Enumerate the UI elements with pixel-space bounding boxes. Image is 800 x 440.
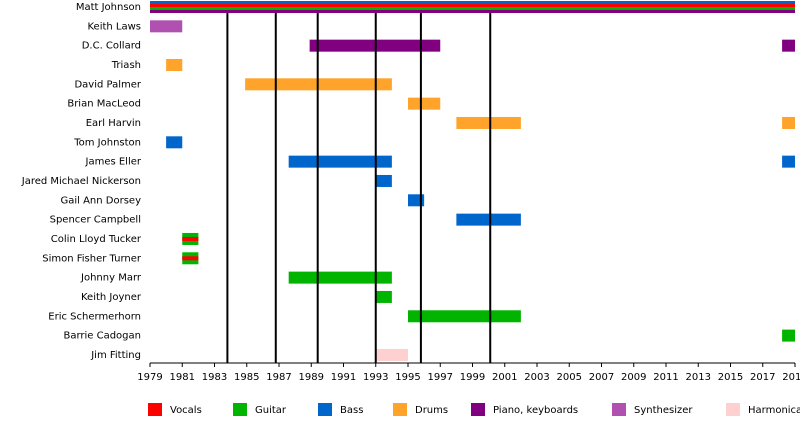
member-label: Jim Fitting xyxy=(90,350,141,361)
member-label: Gail Ann Dorsey xyxy=(60,195,141,206)
member-label: Jared Michael Nickerson xyxy=(21,176,141,187)
x-tick-label: 2011 xyxy=(653,372,678,383)
member-label: Brian MacLeod xyxy=(67,99,141,110)
member-label: Simon Fisher Turner xyxy=(42,253,142,264)
x-tick-label: 1999 xyxy=(460,372,485,383)
role-bar xyxy=(782,329,795,342)
legend-label: Guitar xyxy=(255,405,287,416)
role-bar xyxy=(375,348,408,361)
role-bar xyxy=(166,136,183,149)
x-tick-label: 2015 xyxy=(718,372,743,383)
legend-swatch xyxy=(471,403,485,416)
role-bar xyxy=(782,39,795,52)
member-label: Barrie Cadogan xyxy=(63,331,141,342)
role-bar xyxy=(456,213,521,226)
member-label: Triash xyxy=(111,60,141,71)
member-label: Keith Joyner xyxy=(81,292,142,303)
member-label: Eric Schermerhorn xyxy=(48,311,141,322)
role-bar xyxy=(456,116,521,129)
role-bar xyxy=(375,290,392,303)
x-tick-label: 1985 xyxy=(234,372,259,383)
x-tick-label: 1991 xyxy=(331,372,356,383)
legend-label: Vocals xyxy=(170,405,202,416)
role-bar xyxy=(166,58,183,71)
x-tick-label: 2003 xyxy=(524,372,549,383)
member-label: Colin Lloyd Tucker xyxy=(51,234,142,245)
member-label: Earl Harvin xyxy=(86,118,141,129)
role-bar xyxy=(182,236,199,241)
role-bar xyxy=(375,174,392,187)
legend-swatch xyxy=(318,403,332,416)
x-tick-label: 1997 xyxy=(428,372,453,383)
x-tick-label: 2013 xyxy=(686,372,711,383)
legend-label: Piano, keyboards xyxy=(493,405,578,416)
legend-swatch xyxy=(233,403,247,416)
member-label: James Eller xyxy=(85,157,142,168)
role-bar xyxy=(782,116,795,129)
role-bar xyxy=(150,20,183,33)
x-tick-label: 1981 xyxy=(170,372,195,383)
x-tick-label: 1983 xyxy=(202,372,227,383)
x-tick-label: 2001 xyxy=(492,372,517,383)
role-bar xyxy=(408,97,441,110)
x-tick-label: 1995 xyxy=(395,372,420,383)
legend-swatch xyxy=(726,403,740,416)
x-tick-label: 2009 xyxy=(621,372,646,383)
member-label: David Palmer xyxy=(74,79,141,90)
legend-swatch xyxy=(148,403,162,416)
x-tick-label: 1979 xyxy=(137,372,162,383)
x-tick-label: 2017 xyxy=(750,372,775,383)
role-bar xyxy=(150,4,795,7)
legend-swatch xyxy=(612,403,626,416)
x-tick-label: 2019 xyxy=(782,372,800,383)
legend-label: Synthesizer xyxy=(634,405,693,416)
role-bar xyxy=(150,1,795,4)
role-bar xyxy=(182,256,199,261)
role-bar xyxy=(150,7,795,10)
member-label: Johnny Marr xyxy=(80,273,142,284)
legend-label: Harmonica xyxy=(748,405,800,416)
legend-label: Bass xyxy=(340,405,363,416)
role-bar xyxy=(782,155,795,168)
x-tick-label: 1987 xyxy=(266,372,291,383)
x-tick-label: 1993 xyxy=(363,372,388,383)
member-label: Tom Johnston xyxy=(73,137,141,148)
member-label: Spencer Campbell xyxy=(50,215,141,226)
member-label: Keith Laws xyxy=(87,21,141,32)
x-tick-label: 2007 xyxy=(589,372,614,383)
legend-label: Drums xyxy=(415,405,448,416)
member-label: D.C. Collard xyxy=(82,41,141,52)
x-tick-label: 1989 xyxy=(299,372,324,383)
role-bar xyxy=(288,271,392,284)
role-bar xyxy=(150,10,795,13)
legend-swatch xyxy=(393,403,407,416)
x-tick-label: 2005 xyxy=(557,372,582,383)
role-bar xyxy=(288,155,392,168)
member-label: Matt Johnson xyxy=(76,2,141,13)
role-bar xyxy=(408,310,521,323)
